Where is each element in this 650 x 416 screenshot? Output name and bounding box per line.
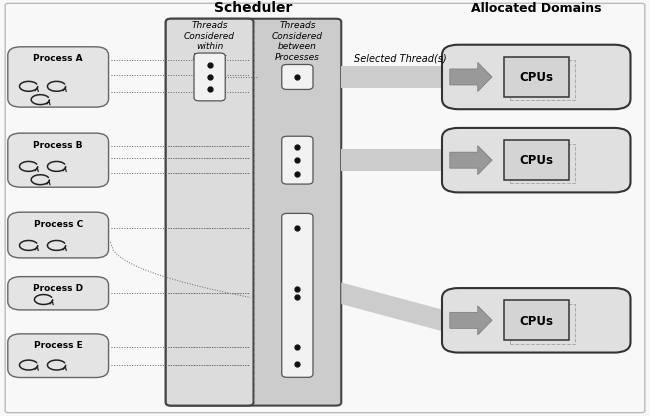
FancyBboxPatch shape xyxy=(8,133,109,187)
FancyBboxPatch shape xyxy=(281,213,313,377)
FancyBboxPatch shape xyxy=(442,45,630,109)
FancyBboxPatch shape xyxy=(8,334,109,378)
FancyBboxPatch shape xyxy=(504,140,569,180)
FancyBboxPatch shape xyxy=(281,136,313,184)
FancyBboxPatch shape xyxy=(8,47,109,107)
FancyBboxPatch shape xyxy=(510,144,575,183)
FancyBboxPatch shape xyxy=(504,57,569,97)
Text: Selected Thread(s): Selected Thread(s) xyxy=(354,53,447,63)
FancyBboxPatch shape xyxy=(510,60,575,100)
Text: CPUs: CPUs xyxy=(519,314,553,328)
Text: Process E: Process E xyxy=(34,341,83,350)
Text: Threads
Considered
within
Process: Threads Considered within Process xyxy=(184,21,235,62)
FancyBboxPatch shape xyxy=(166,19,341,406)
Text: Scheduler: Scheduler xyxy=(214,1,292,15)
FancyBboxPatch shape xyxy=(442,288,630,352)
Polygon shape xyxy=(341,282,442,331)
FancyBboxPatch shape xyxy=(8,212,109,258)
FancyArrow shape xyxy=(450,62,492,92)
Polygon shape xyxy=(341,149,442,171)
Text: CPUs: CPUs xyxy=(519,154,553,168)
FancyBboxPatch shape xyxy=(8,277,109,310)
Text: Threads
Considered
between
Processes: Threads Considered between Processes xyxy=(272,21,323,62)
FancyArrow shape xyxy=(450,146,492,175)
FancyArrow shape xyxy=(450,306,492,335)
Text: Allocated Domains: Allocated Domains xyxy=(471,2,601,15)
FancyBboxPatch shape xyxy=(166,19,254,406)
FancyBboxPatch shape xyxy=(510,304,575,344)
Text: Process A: Process A xyxy=(33,54,83,63)
Text: Process C: Process C xyxy=(34,220,83,229)
FancyBboxPatch shape xyxy=(504,300,569,340)
Polygon shape xyxy=(341,66,442,88)
Text: Process B: Process B xyxy=(33,141,83,150)
FancyBboxPatch shape xyxy=(281,64,313,89)
FancyBboxPatch shape xyxy=(442,128,630,192)
Text: CPUs: CPUs xyxy=(519,71,553,84)
FancyBboxPatch shape xyxy=(194,53,225,101)
Text: Process D: Process D xyxy=(33,284,83,293)
